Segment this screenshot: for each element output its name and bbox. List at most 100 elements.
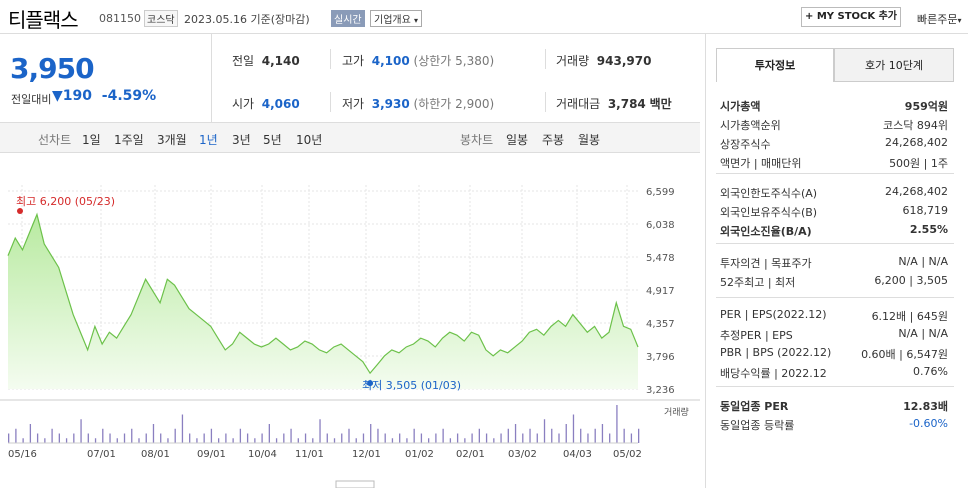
tab-quote-10[interactable]: 호가 10단계 — [834, 48, 954, 82]
current-price: 3,950 — [10, 52, 95, 85]
low-value: 3,930 — [371, 97, 410, 111]
stock-header — [0, 0, 968, 34]
price-box — [0, 34, 212, 122]
chart-scroll-handle — [335, 480, 375, 488]
volume-bar — [174, 428, 176, 443]
y-tick-label: 6,038 — [646, 220, 675, 231]
info-value: 24,268,402 — [885, 185, 948, 198]
x-tick-label: 03/02 — [508, 449, 537, 460]
volume-bar — [609, 433, 611, 443]
tab-period-3[interactable]: 1년 — [199, 133, 218, 147]
change-label: 전일대비 — [11, 93, 52, 106]
price-chart[interactable]: 6,599 6,038 5,478 4,917 4,357 3,796 3,236 최고 6,… — [0, 153, 700, 488]
volume-bar — [160, 433, 162, 443]
tab-candle-1[interactable]: 주봉 — [542, 133, 565, 147]
y-tick-label: 3,796 — [646, 352, 675, 363]
volume-bar — [413, 428, 415, 443]
volume-bar — [138, 438, 140, 443]
volume-label: 거래량 — [556, 54, 590, 68]
volume-bar — [384, 433, 386, 443]
x-tick-label: 09/01 — [197, 449, 226, 460]
summary-open: 시가 4,060 — [232, 95, 300, 112]
tab-invest-info[interactable]: 투자정보 — [716, 48, 834, 82]
divider — [545, 92, 546, 112]
volume-bar — [15, 428, 17, 443]
volume-bar — [428, 438, 430, 443]
volume-bar — [580, 428, 582, 443]
x-tick-label: 02/01 — [456, 449, 485, 460]
fast-order-dropdown[interactable]: 빠른주문▾ — [917, 11, 962, 27]
info-value: 12.83배 — [903, 400, 948, 413]
volume-bar — [565, 424, 567, 443]
volume-bar — [536, 433, 538, 443]
info-label: 외국인한도주식수(A) — [720, 187, 818, 200]
tab-period-0[interactable]: 1일 — [82, 133, 101, 147]
tab-candle-2[interactable]: 월봉 — [578, 133, 601, 147]
volume-bar — [80, 419, 82, 443]
volume-bar — [29, 424, 32, 443]
volume-bar — [456, 433, 459, 443]
volume-bar — [312, 438, 314, 443]
section-divider — [716, 173, 954, 174]
tab-candle-0[interactable]: 일봉 — [506, 133, 529, 147]
volume-bar — [304, 433, 307, 443]
volume-bar — [399, 433, 401, 443]
volume-bar — [493, 438, 495, 443]
amount-unit: 백만 — [649, 97, 672, 111]
volume-bar — [464, 438, 466, 443]
info-label: 액면가 | 매매단위 — [720, 157, 802, 170]
summary-volume: 거래량 943,970 — [556, 52, 651, 69]
volume-bar — [152, 424, 155, 443]
tab-period-6[interactable]: 10년 — [296, 133, 323, 147]
volume-bar — [167, 438, 169, 443]
volume-bar — [616, 405, 618, 443]
info-label: 시가총액 — [720, 100, 761, 113]
info-label: 추정PER | EPS — [720, 329, 793, 342]
tab-period-1[interactable]: 1주일 — [114, 133, 144, 147]
x-tick-label: 01/02 — [405, 449, 434, 460]
info-label: 외국인소진율(B/A) — [720, 225, 812, 238]
y-tick-label: 6,599 — [646, 187, 675, 198]
info-label: 배당수익률 | 2022.12 — [720, 367, 827, 380]
info-value: 코스닥 894위 — [883, 119, 948, 132]
volume-bar — [478, 428, 480, 443]
x-tick-label: 08/01 — [141, 449, 170, 460]
volume-bar — [623, 428, 625, 443]
tab-period-5[interactable]: 5년 — [263, 133, 282, 147]
section-divider — [716, 297, 954, 298]
y-tick-label: 5,478 — [646, 253, 675, 264]
volume-bar — [319, 419, 321, 443]
tab-period-2[interactable]: 3개월 — [157, 133, 187, 147]
volume-bar — [246, 433, 249, 443]
my-stock-add-button[interactable]: + MY STOCK 추가 — [801, 7, 901, 27]
company-overview-label: 기업개요 — [374, 15, 411, 26]
change-percent: -4.59% — [101, 88, 157, 104]
stock-code: 081150 — [99, 12, 141, 25]
summary-high: 고가 4,100 (상한가 5,380) — [342, 52, 494, 69]
volume-bar — [116, 438, 118, 443]
volume-bar — [123, 433, 126, 443]
volume-bar — [529, 428, 531, 443]
volume-bar — [131, 428, 133, 443]
x-tick-label: 11/01 — [295, 449, 324, 460]
change-value: 190 — [62, 88, 93, 104]
volume-bar — [225, 433, 227, 443]
max-marker — [17, 208, 23, 214]
info-value: N/A | N/A — [898, 255, 948, 268]
chart-tab-bar — [0, 122, 700, 153]
company-overview-dropdown[interactable]: 기업개요 ▾ — [370, 10, 423, 27]
volume-bar — [261, 433, 263, 443]
price-change: ▼190 -4.59% — [52, 88, 156, 104]
volume-bar — [254, 438, 256, 443]
divider — [330, 49, 331, 69]
volume-bar — [572, 414, 575, 443]
volume-bar — [232, 438, 234, 443]
volume-bar — [189, 433, 191, 443]
volume-bar — [551, 428, 553, 443]
volume-bar — [196, 438, 198, 443]
divider — [330, 92, 331, 112]
min-marker — [367, 380, 374, 387]
info-label: 상장주식수 — [720, 138, 771, 151]
realtime-badge[interactable]: 실시간 — [331, 10, 365, 27]
tab-period-4[interactable]: 3년 — [232, 133, 251, 147]
